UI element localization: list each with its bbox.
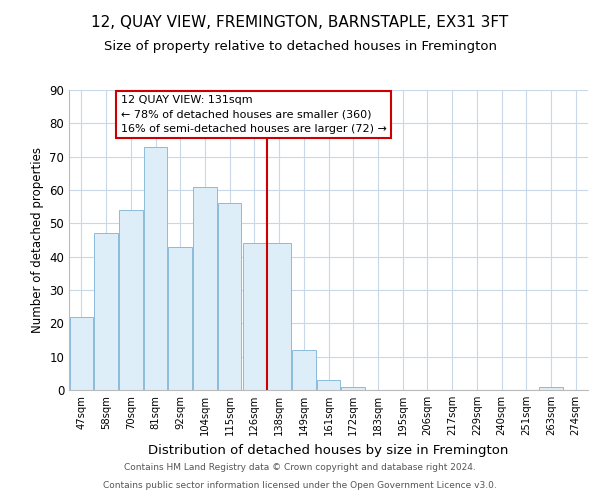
Text: 12, QUAY VIEW, FREMINGTON, BARNSTAPLE, EX31 3FT: 12, QUAY VIEW, FREMINGTON, BARNSTAPLE, E… (91, 15, 509, 30)
Y-axis label: Number of detached properties: Number of detached properties (31, 147, 44, 333)
Bar (144, 146, 167, 390)
Text: 12 QUAY VIEW: 131sqm
← 78% of detached houses are smaller (360)
16% of semi-deta: 12 QUAY VIEW: 131sqm ← 78% of detached h… (121, 95, 387, 134)
Bar (70, 316, 93, 390)
Bar (119, 210, 143, 390)
Bar (268, 244, 291, 390)
Text: Contains public sector information licensed under the Open Government Licence v3: Contains public sector information licen… (103, 481, 497, 490)
Bar (292, 350, 316, 390)
Bar (317, 380, 340, 390)
X-axis label: Distribution of detached houses by size in Fremington: Distribution of detached houses by size … (148, 444, 509, 456)
Text: Contains HM Land Registry data © Crown copyright and database right 2024.: Contains HM Land Registry data © Crown c… (124, 464, 476, 472)
Text: Size of property relative to detached houses in Fremington: Size of property relative to detached ho… (104, 40, 497, 53)
Bar (193, 186, 217, 390)
Bar (94, 234, 118, 390)
Bar (242, 244, 266, 390)
Bar (539, 386, 563, 390)
Bar (341, 386, 365, 390)
Bar (218, 204, 241, 390)
Bar (169, 246, 192, 390)
